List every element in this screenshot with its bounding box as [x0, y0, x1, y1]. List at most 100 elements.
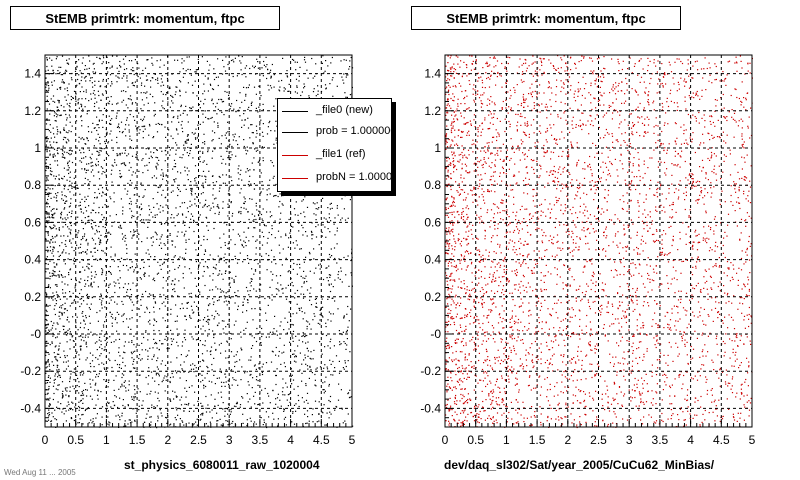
- left-scatter-point: [220, 381, 223, 383]
- left-scatter-point: [124, 420, 126, 422]
- left-scatter-point: [260, 284, 262, 286]
- left-scatter-point: [195, 249, 197, 251]
- right-scatter-point: [645, 216, 647, 218]
- right-scatter-point: [492, 175, 494, 177]
- left-scatter-point: [300, 293, 302, 295]
- left-scatter-point: [176, 86, 178, 88]
- left-scatter-point: [182, 369, 184, 371]
- left-scatter-point: [186, 56, 188, 58]
- left-scatter-point: [60, 214, 62, 216]
- left-scatter-point: [288, 328, 290, 330]
- left-scatter-point: [146, 59, 148, 61]
- left-scatter-point: [200, 328, 202, 330]
- left-scatter-point: [317, 322, 319, 324]
- left-scatter-point: [209, 83, 211, 85]
- left-scatter-point: [45, 263, 47, 265]
- left-scatter-point: [247, 257, 249, 260]
- left-scatter-point: [183, 424, 185, 426]
- right-scatter-point: [719, 281, 721, 283]
- left-scatter-point: [301, 363, 303, 365]
- left-scatter-point: [169, 233, 171, 235]
- left-scatter-point: [61, 156, 63, 158]
- left-scatter-point: [140, 299, 142, 301]
- left-scatter-point: [46, 332, 48, 334]
- left-scatter-point: [102, 55, 104, 57]
- left-scatter-point: [70, 77, 73, 79]
- left-scatter-point: [162, 107, 164, 109]
- left-scatter-point: [91, 161, 93, 163]
- left-scatter-point: [80, 371, 82, 374]
- left-scatter-point: [101, 119, 103, 121]
- left-scatter-point: [68, 253, 70, 255]
- right-scatter-point: [629, 186, 631, 188]
- left-scatter-point: [98, 373, 100, 375]
- left-scatter-point: [64, 202, 66, 204]
- left-scatter-point: [257, 149, 259, 151]
- left-scatter-point: [119, 227, 121, 229]
- right-scatter-point: [638, 205, 640, 207]
- left-scatter-point: [165, 379, 167, 381]
- left-scatter-point: [100, 221, 102, 223]
- left-scatter-point: [204, 249, 206, 251]
- left-scatter-point: [311, 234, 313, 236]
- left-scatter-point: [221, 385, 223, 387]
- left-scatter-point: [229, 286, 231, 288]
- right-scatter-point: [630, 275, 633, 277]
- right-scatter-point: [488, 114, 490, 116]
- left-scatter-point: [107, 189, 109, 191]
- right-scatter-point: [500, 338, 502, 340]
- left-scatter-point: [230, 409, 232, 411]
- left-scatter-point: [255, 423, 257, 425]
- left-scatter-point: [72, 335, 74, 337]
- left-scatter-point: [153, 406, 155, 408]
- left-scatter-point: [188, 238, 190, 240]
- left-scatter-point: [124, 240, 126, 242]
- right-scatter-point: [490, 391, 492, 393]
- left-scatter-point: [129, 146, 131, 148]
- right-scatter-point: [647, 131, 649, 133]
- left-scatter-point: [213, 78, 216, 81]
- left-scatter-point: [73, 250, 75, 252]
- right-scatter-point: [507, 278, 509, 280]
- left-scatter-point: [211, 99, 213, 102]
- left-scatter-point: [303, 281, 305, 283]
- left-scatter-point: [75, 390, 77, 392]
- left-scatter-point: [166, 92, 168, 94]
- left-scatter-point: [82, 315, 84, 317]
- left-scatter-point: [155, 341, 157, 344]
- left-scatter-point: [119, 419, 121, 421]
- right-scatter-point: [652, 102, 654, 104]
- left-scatter-point: [249, 417, 251, 419]
- left-scatter-point: [328, 283, 330, 285]
- left-scatter-point: [312, 234, 314, 236]
- left-scatter-point: [334, 367, 336, 369]
- left-scatter-point: [149, 311, 151, 314]
- right-scatter-point: [554, 181, 556, 183]
- left-scatter-point: [251, 268, 253, 270]
- left-scatter-point: [140, 304, 142, 306]
- left-scatter-point: [157, 372, 159, 374]
- left-scatter-point: [179, 156, 181, 158]
- left-scatter-point: [144, 67, 147, 69]
- left-scatter-point: [197, 58, 199, 60]
- left-scatter-point: [215, 268, 217, 270]
- left-scatter-point: [45, 169, 47, 172]
- left-scatter-point: [205, 407, 207, 409]
- left-scatter-point: [46, 84, 48, 86]
- left-scatter-point: [206, 266, 208, 268]
- left-scatter-point: [249, 374, 251, 376]
- left-scatter-point: [184, 166, 186, 168]
- right-scatter-point: [483, 410, 485, 412]
- left-scatter-point: [270, 76, 272, 78]
- left-scatter-point: [95, 212, 97, 214]
- left-scatter-point: [56, 322, 58, 324]
- left-scatter-point: [222, 408, 224, 410]
- left-scatter-point: [261, 335, 263, 338]
- left-scatter-point: [61, 252, 63, 254]
- left-scatter-point: [94, 80, 96, 82]
- left-scatter-point: [119, 64, 121, 67]
- left-scatter-point: [306, 422, 308, 424]
- left-scatter-point: [79, 208, 82, 210]
- left-scatter-point: [138, 399, 140, 401]
- left-scatter-point: [80, 335, 82, 337]
